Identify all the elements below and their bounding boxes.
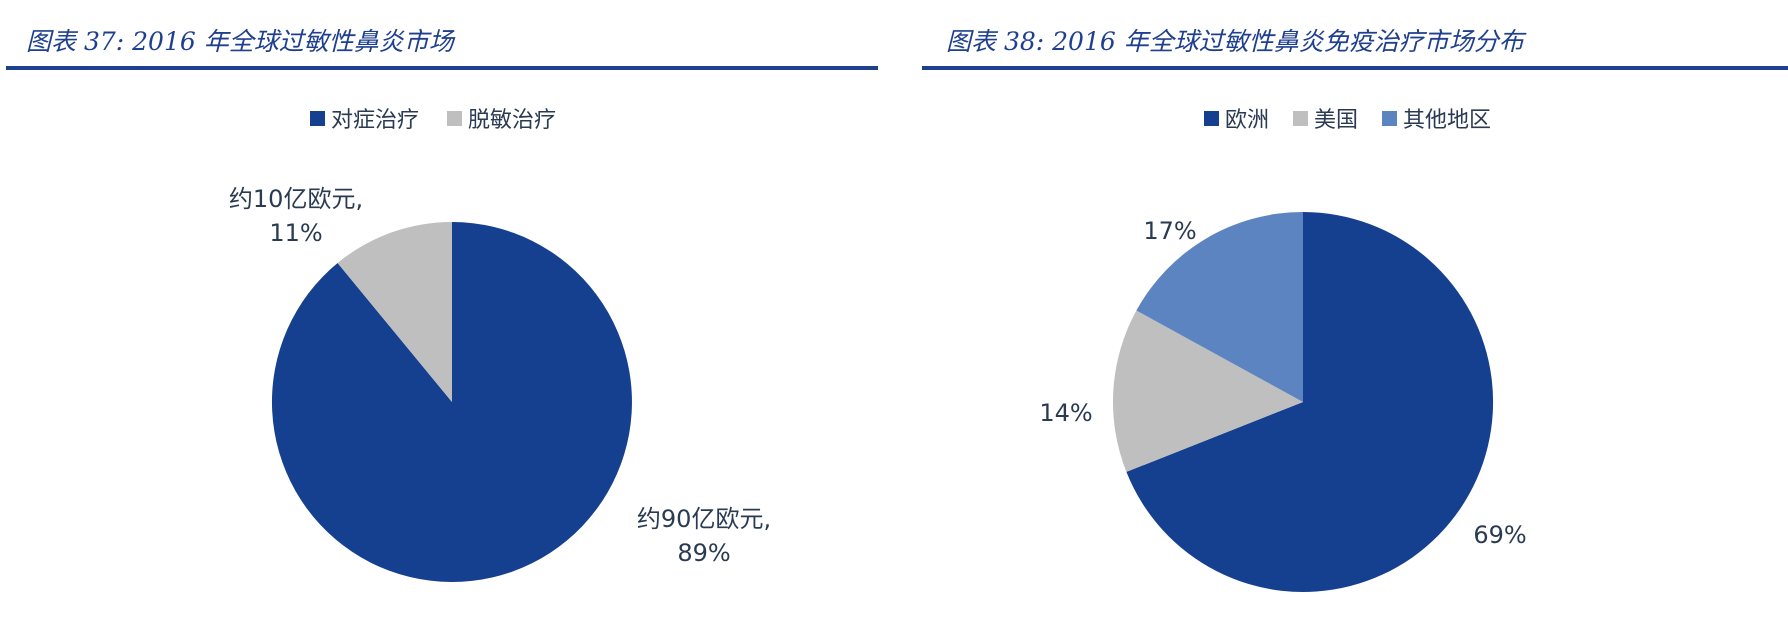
legend-item: 脱敏治疗 (447, 102, 556, 134)
slice-label: 约90亿欧元, 89% (624, 502, 784, 570)
pie-slice-symptomatic (271, 222, 632, 582)
chart-panel-38: 图表 38: 2016 年全球过敏性鼻炎免疫治疗市场分布 欧洲 美国 其他地区 … (920, 0, 1788, 640)
legend-label: 脱敏治疗 (468, 108, 557, 133)
legend-swatch (1204, 110, 1219, 126)
slice-label: 14% (1039, 399, 1093, 427)
pie-slice-desensitization (337, 221, 452, 402)
legend-label: 美国 (1314, 108, 1359, 133)
slice-label: 69% (1473, 521, 1527, 549)
title-divider (922, 66, 1788, 70)
legend-label: 对症治疗 (331, 108, 420, 133)
label-line: 89% (677, 539, 731, 567)
legend-item: 其他地区 (1382, 102, 1491, 134)
legend-item: 美国 (1293, 102, 1358, 134)
slice-label: 约10亿欧元, 11% (196, 182, 396, 250)
legend-label: 欧洲 (1225, 108, 1270, 133)
legend-swatch (1382, 110, 1398, 126)
legend-item: 欧洲 (1204, 102, 1269, 134)
label-line: 约10亿欧元, (228, 185, 364, 213)
chart-title: 图表 37: 2016 年全球过敏性鼻炎市场 (26, 27, 454, 56)
legend-swatch (447, 110, 463, 126)
legend-item: 对症治疗 (310, 102, 419, 134)
legend-swatch (310, 110, 325, 126)
pie-slice-other (1136, 211, 1303, 402)
slice-label: 17% (1143, 217, 1197, 245)
pie-chart (1113, 211, 1494, 592)
chart-title: 图表 38: 2016 年全球过敏性鼻炎免疫治疗市场分布 (946, 27, 1524, 56)
chart-panel-37: 图表 37: 2016 年全球过敏性鼻炎市场 对症治疗 脱敏治疗 约10亿欧元,… (0, 0, 880, 640)
pie-slice-europe (1126, 211, 1494, 592)
label-line: 11% (269, 219, 323, 247)
label-line: 约90亿欧元, (636, 505, 772, 533)
title-divider (6, 66, 878, 70)
pie-slice-us (1113, 310, 1303, 472)
pie-chart (271, 221, 632, 582)
chart-legend: 对症治疗 脱敏治疗 (310, 102, 556, 134)
legend-label: 其他地区 (1403, 108, 1492, 133)
chart-legend: 欧洲 美国 其他地区 (1204, 102, 1491, 134)
legend-swatch (1293, 110, 1309, 126)
